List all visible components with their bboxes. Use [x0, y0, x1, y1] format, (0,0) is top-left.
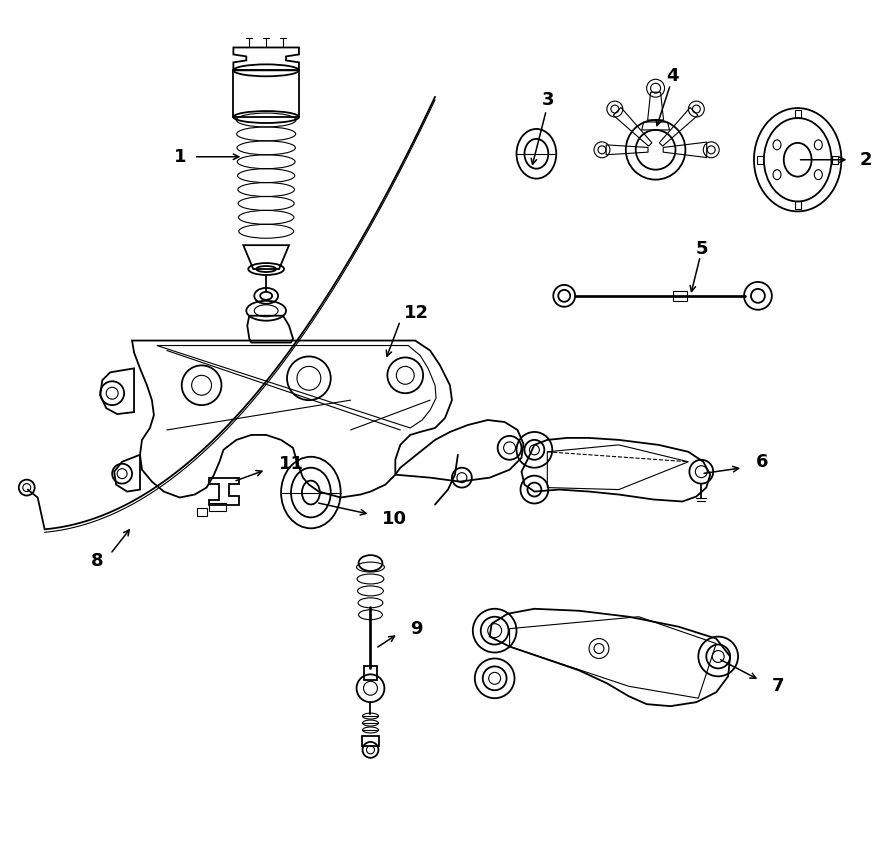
Text: 8: 8	[91, 552, 104, 570]
Text: 3: 3	[541, 91, 554, 110]
Text: 1: 1	[174, 148, 186, 166]
Text: 12: 12	[404, 304, 429, 322]
Text: 10: 10	[382, 510, 407, 528]
Text: 6: 6	[755, 453, 767, 470]
Text: 9: 9	[409, 620, 423, 638]
Text: 4: 4	[665, 67, 678, 85]
Text: 11: 11	[279, 455, 304, 473]
Text: 7: 7	[771, 678, 783, 695]
Text: 2: 2	[859, 151, 871, 169]
Text: 5: 5	[696, 240, 708, 258]
